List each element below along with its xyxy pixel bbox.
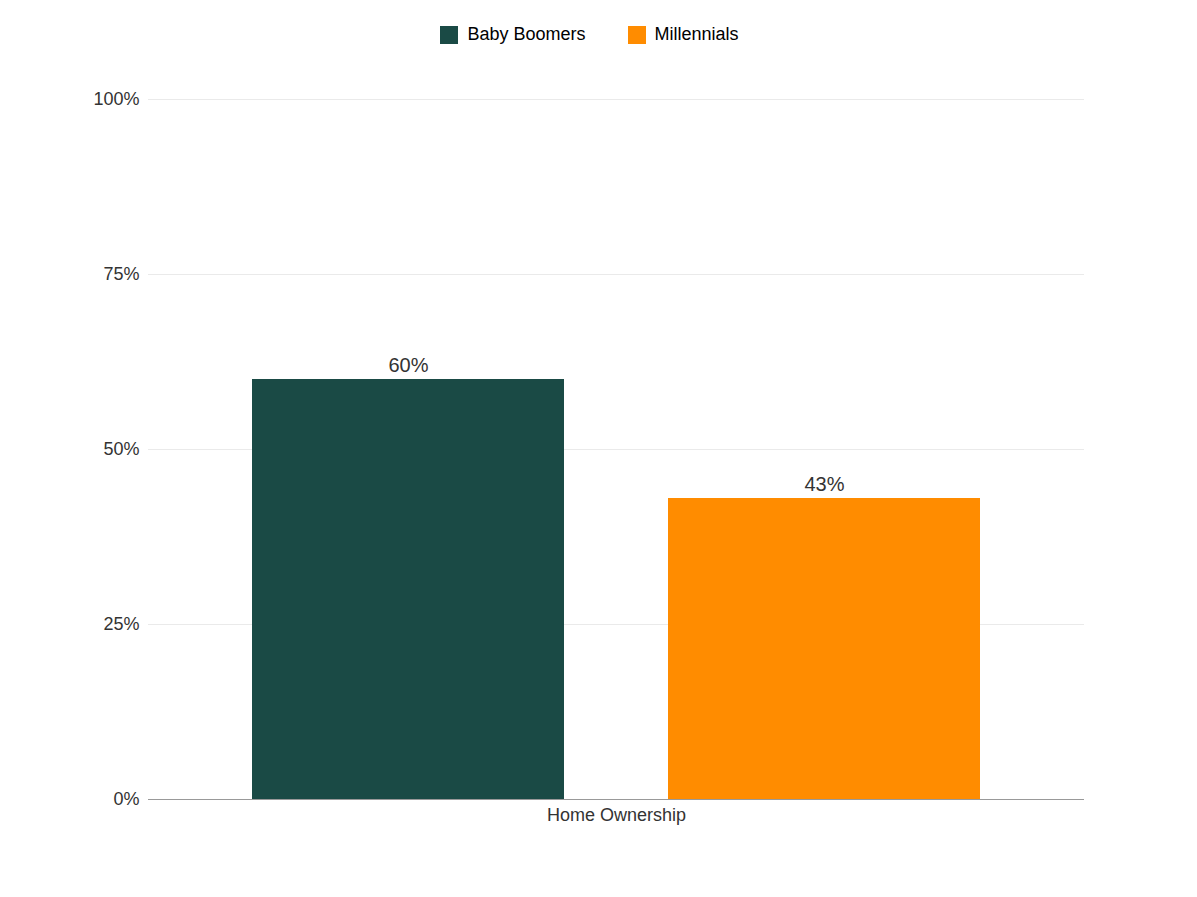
svg-text:50%: 50% xyxy=(103,439,139,459)
html-text:Millennials: Millennials xyxy=(654,24,739,44)
html-text:Baby Boomers: Baby Boomers xyxy=(467,24,586,44)
svg-text:100%: 100% xyxy=(93,89,139,109)
svg-text:75%: 75% xyxy=(103,264,139,284)
svg-text:25%: 25% xyxy=(103,614,139,634)
svg-text:60%: 60% xyxy=(388,354,428,376)
svg-text:Home Ownership: Home Ownership xyxy=(547,805,686,825)
svg-text:43%: 43% xyxy=(804,473,844,495)
svg-text:0%: 0% xyxy=(113,789,139,809)
